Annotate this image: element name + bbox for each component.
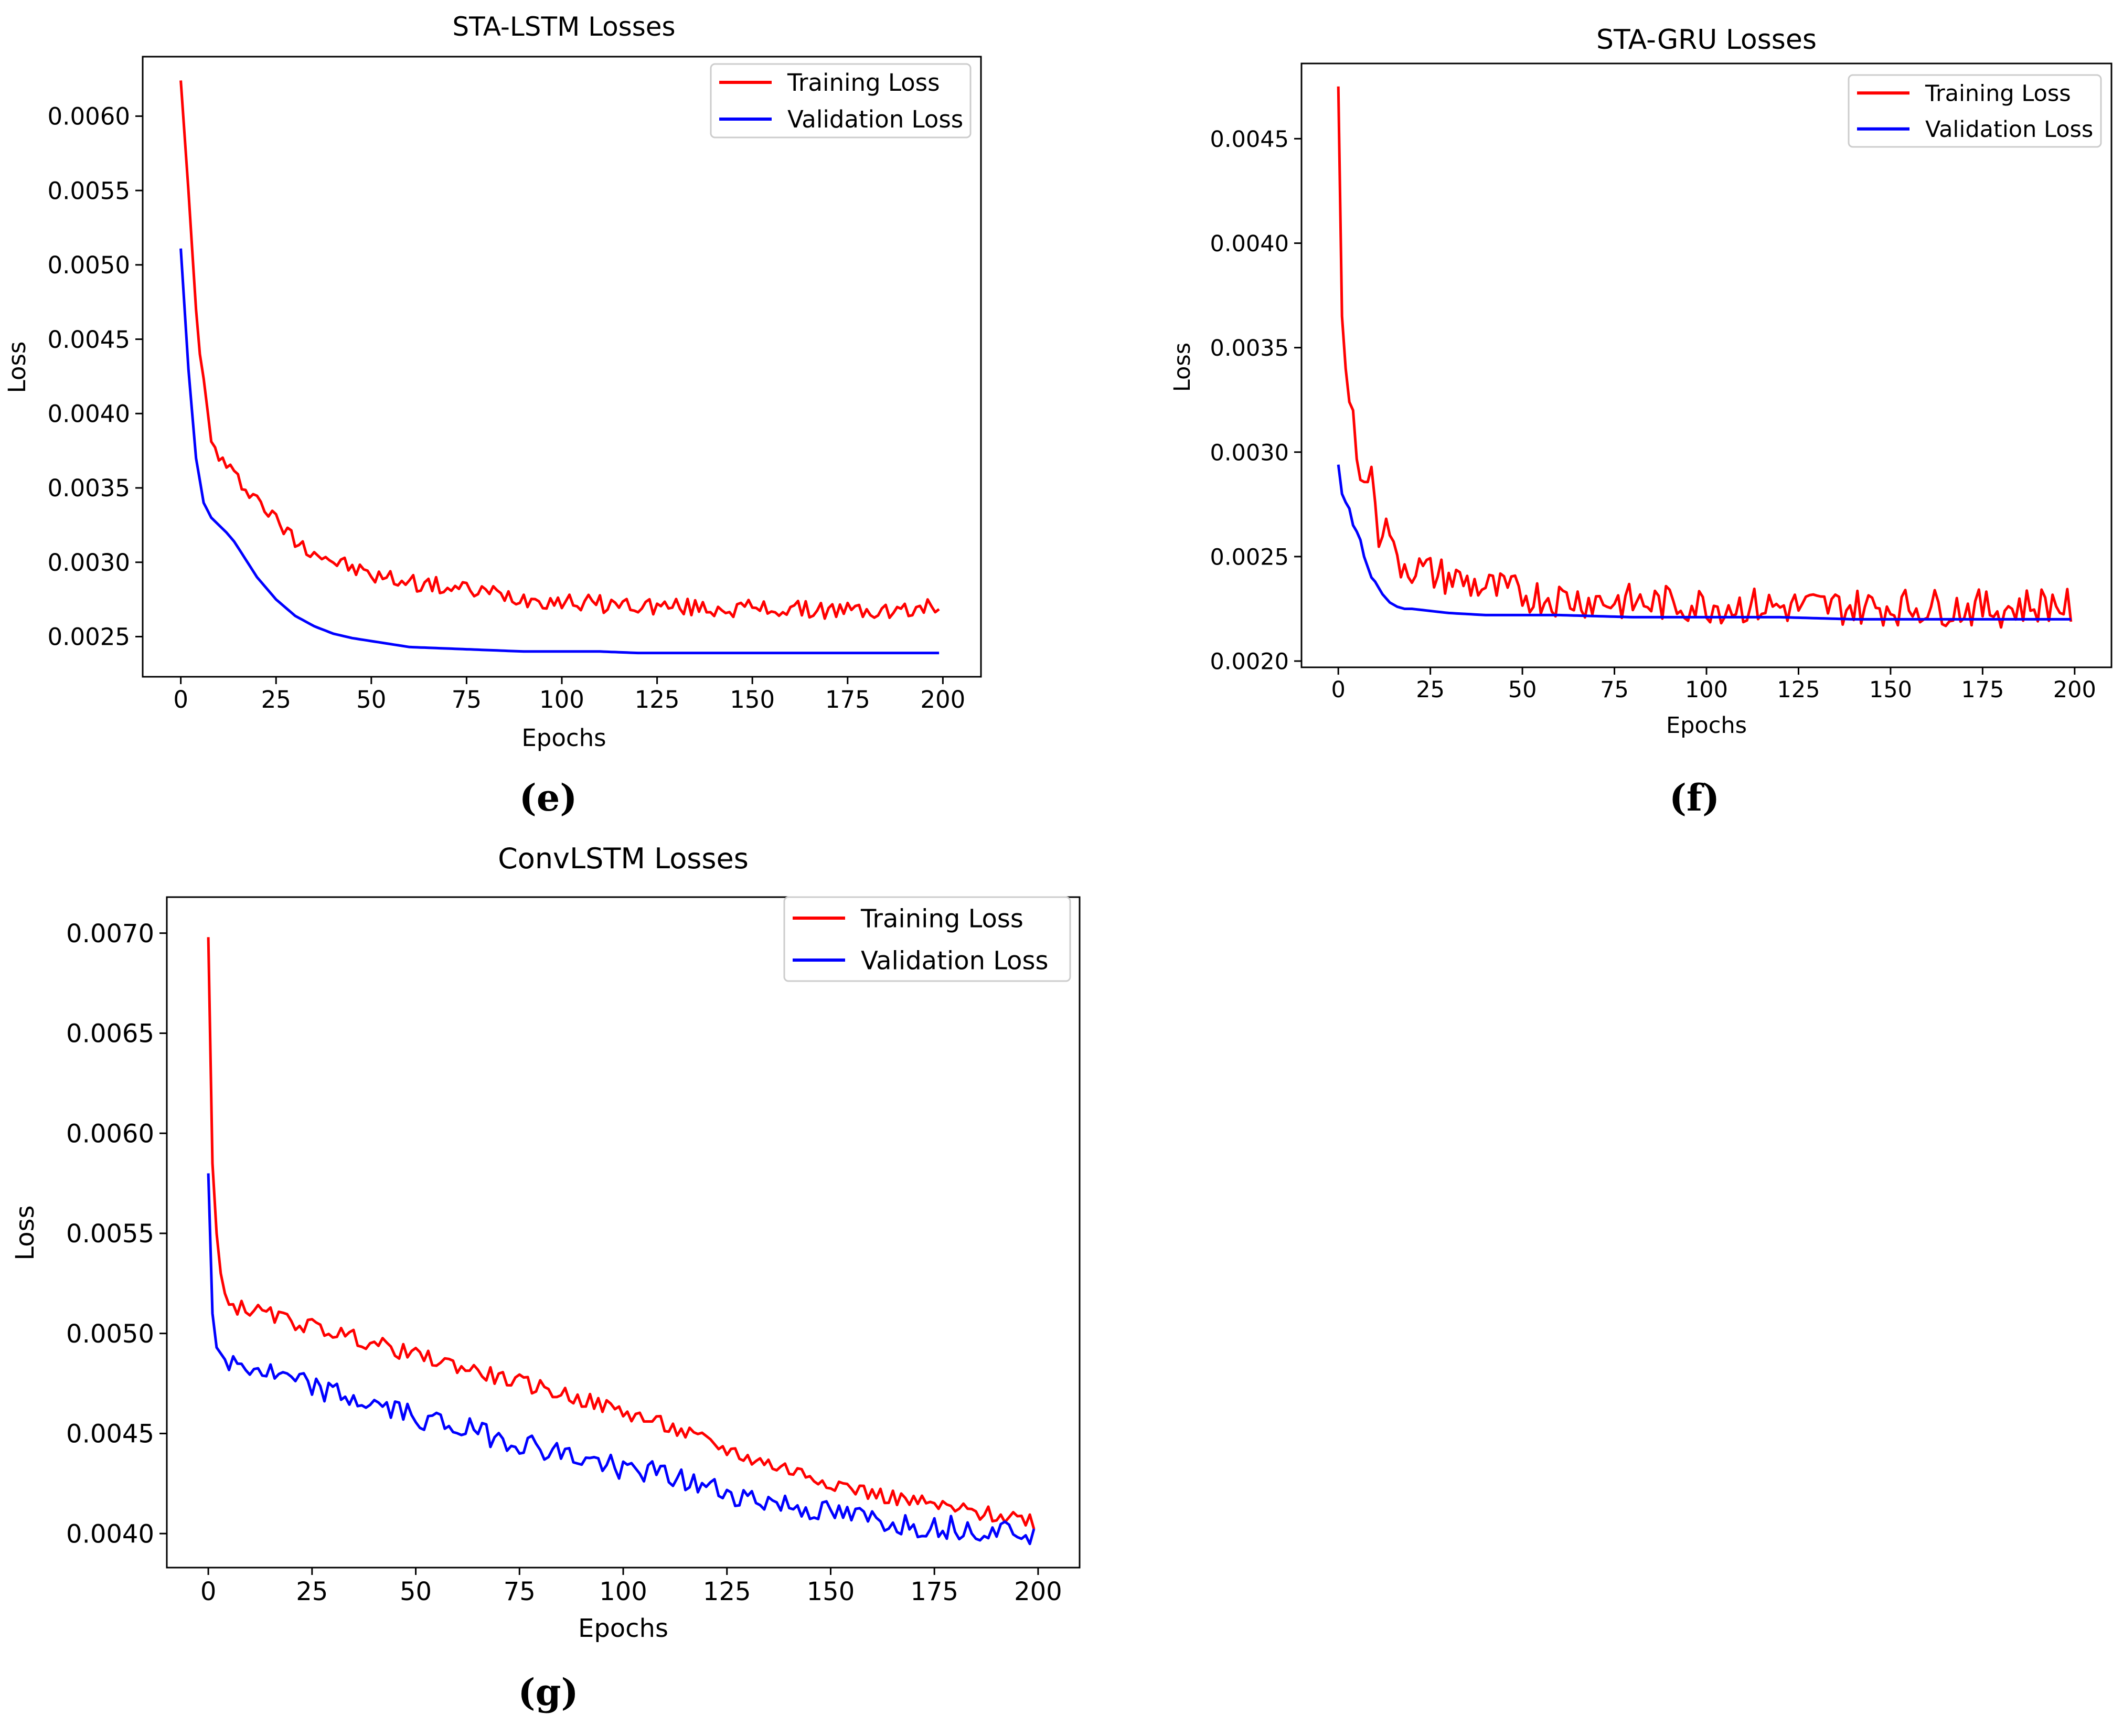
- y-tick-label: 0.0050: [48, 251, 130, 279]
- x-tick-label: 50: [1508, 677, 1537, 703]
- x-tick-label: 100: [599, 1577, 647, 1606]
- y-tick-label: 0.0045: [1210, 126, 1289, 153]
- x-tick-label: 25: [296, 1577, 328, 1606]
- x-tick-label: 175: [825, 686, 870, 713]
- y-tick-label: 0.0060: [66, 1119, 154, 1148]
- x-tick-label: 0: [173, 686, 188, 713]
- y-tick-label: 0.0045: [66, 1420, 154, 1449]
- y-tick-label: 0.0040: [48, 400, 130, 428]
- x-axis-label: Epochs: [578, 1614, 668, 1643]
- x-tick-label: 75: [1600, 677, 1629, 703]
- panel-label: (g): [518, 1670, 578, 1714]
- y-tick-label: 0.0040: [1210, 231, 1289, 257]
- x-tick-label: 125: [703, 1577, 751, 1606]
- y-tick-label: 0.0070: [66, 919, 154, 949]
- chart-title: STA-GRU Losses: [1596, 24, 1817, 56]
- x-tick-label: 0: [1331, 677, 1346, 703]
- series-line-validation: [179, 248, 940, 655]
- series-line-training: [207, 937, 1036, 1530]
- y-tick-label: 0.0030: [1210, 440, 1289, 466]
- x-tick-label: 150: [730, 686, 775, 713]
- y-tick-label: 0.0060: [48, 103, 130, 131]
- x-tick-label: 200: [920, 686, 965, 713]
- x-tick-label: 125: [1777, 677, 1820, 703]
- y-tick-label: 0.0045: [48, 326, 130, 354]
- series-line-training: [1337, 86, 2073, 629]
- x-tick-label: 100: [1685, 677, 1728, 703]
- y-tick-label: 0.0055: [48, 177, 130, 205]
- y-axis-label: Loss: [1169, 343, 1196, 392]
- panel-label: (e): [519, 776, 578, 819]
- chart-panel-0: 0 25 50 75 100 125 150 175 200 0.0025 0.0030 0.0035…: [3, 12, 982, 819]
- x-tick-label: 100: [539, 686, 584, 713]
- x-tick-label: 50: [400, 1577, 432, 1606]
- x-tick-label: 75: [504, 1577, 536, 1606]
- y-tick-label: 0.0055: [66, 1219, 154, 1249]
- x-tick-label: 125: [635, 686, 680, 713]
- legend-label: Validation Loss: [787, 105, 963, 133]
- x-tick-label: 175: [910, 1577, 958, 1606]
- x-tick-label: 50: [356, 686, 386, 713]
- panel-label: (f): [1669, 776, 1720, 819]
- y-tick-label: 0.0035: [48, 474, 130, 502]
- y-tick-label: 0.0025: [48, 623, 130, 651]
- series-line-training: [179, 80, 940, 620]
- y-tick-label: 0.0050: [66, 1319, 154, 1349]
- x-tick-label: 25: [261, 686, 291, 713]
- y-tick-label: 0.0035: [1210, 335, 1289, 361]
- x-tick-label: 0: [200, 1577, 217, 1606]
- legend-box: [710, 63, 972, 139]
- x-tick-label: 150: [807, 1577, 855, 1606]
- legend-label: Validation Loss: [1925, 116, 2093, 143]
- y-axis-label: Loss: [3, 342, 31, 393]
- y-tick-label: 0.0020: [1210, 649, 1289, 675]
- y-tick-label: 0.0030: [48, 549, 130, 577]
- x-tick-label: 175: [1961, 677, 2004, 703]
- legend-box: [1848, 74, 2102, 148]
- chart-title: STA-LSTM Losses: [452, 12, 675, 42]
- legend-box: [783, 896, 1071, 982]
- x-axis-label: Epochs: [521, 724, 606, 752]
- axes-frame: [142, 56, 982, 678]
- x-tick-label: 200: [1014, 1577, 1062, 1606]
- series-line-validation: [1337, 464, 2071, 621]
- chart-panel-2: 0 25 50 75 100 125 150 175 200 0.0040 0.0045 0.0050…: [10, 842, 1081, 1714]
- y-tick-label: 0.0065: [66, 1019, 154, 1049]
- legend-label: Validation Loss: [861, 946, 1049, 975]
- y-tick-label: 0.0040: [66, 1519, 154, 1549]
- x-axis-label: Epochs: [1666, 712, 1747, 739]
- legend-label: Training Loss: [1925, 81, 2071, 107]
- x-tick-label: 150: [1869, 677, 1912, 703]
- y-axis-label: Loss: [10, 1205, 40, 1260]
- series-line-validation: [207, 1173, 1036, 1546]
- y-tick-label: 0.0025: [1210, 544, 1289, 570]
- x-tick-label: 75: [452, 686, 482, 713]
- chart-panel-1: 0 25 50 75 100 125 150 175 200 0.0020 0.0025 0.0030…: [1169, 24, 2113, 819]
- legend-label: Training Loss: [860, 904, 1023, 933]
- chart-title: ConvLSTM Losses: [498, 842, 749, 875]
- legend-label: Training Loss: [787, 69, 940, 97]
- axes-frame: [1300, 62, 2113, 668]
- x-tick-label: 200: [2053, 677, 2096, 703]
- x-tick-label: 25: [1416, 677, 1445, 703]
